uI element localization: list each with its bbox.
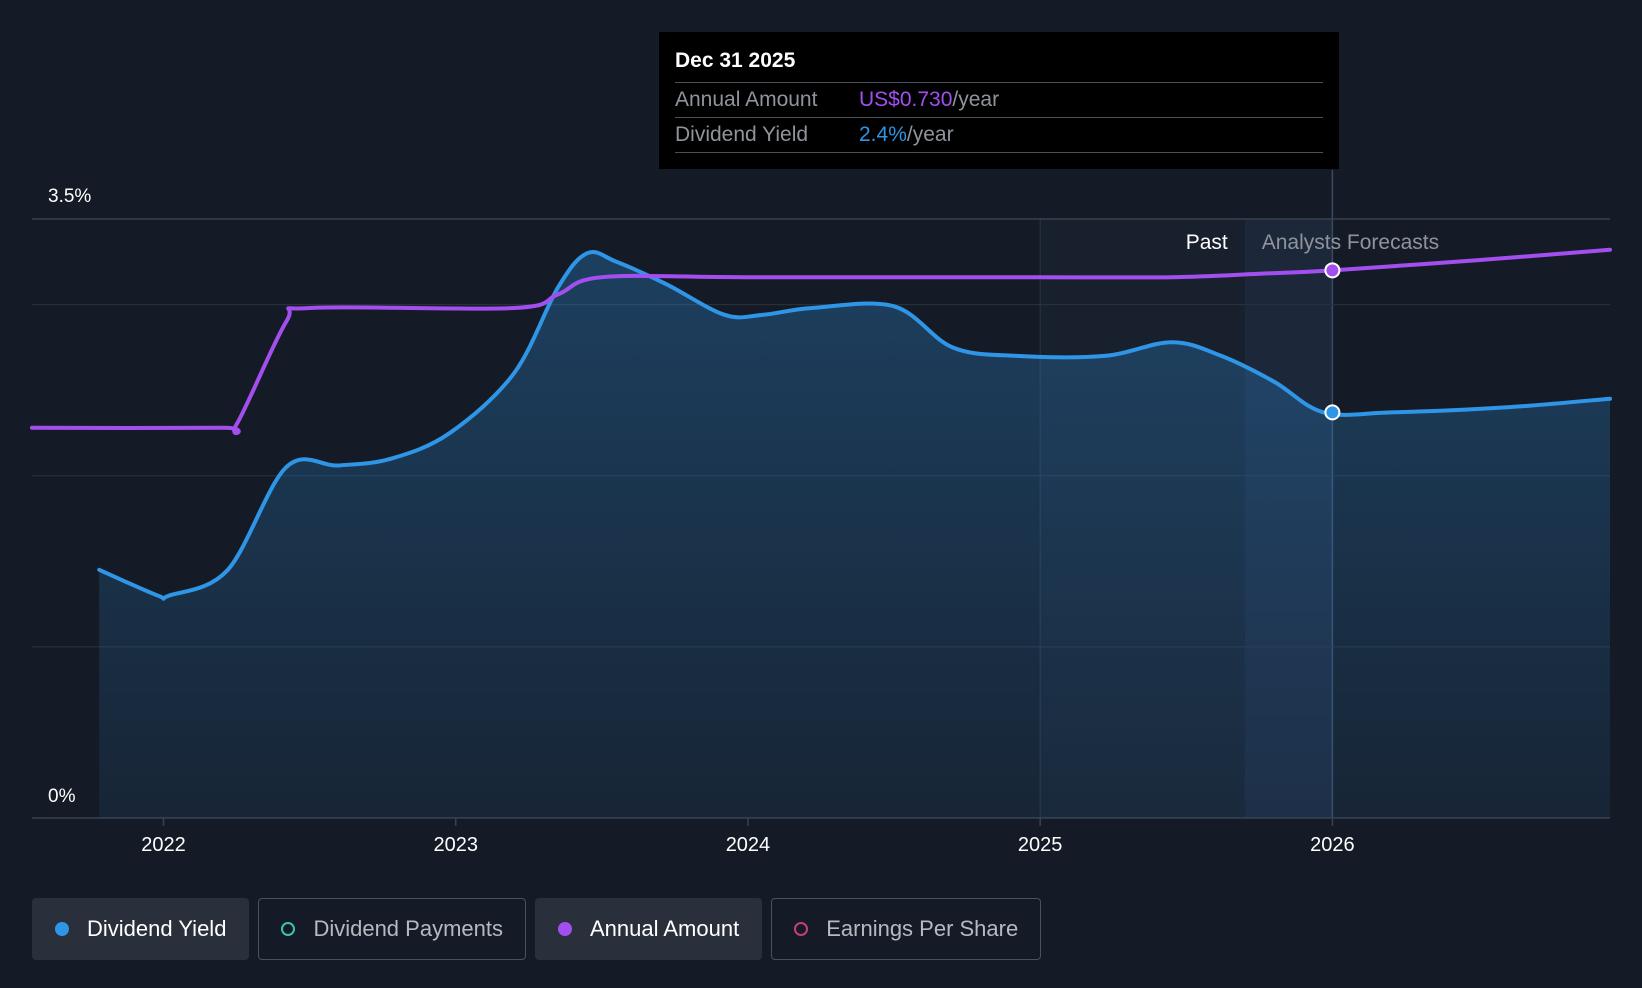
legend-dividend-payments-label: Dividend Payments — [313, 916, 503, 941]
tooltip-yield-unit: /year — [906, 123, 954, 146]
past-label: Past — [1186, 231, 1228, 254]
y-label-min: 0% — [48, 786, 76, 807]
x-tick-label-2026: 2026 — [1310, 834, 1355, 856]
legend-annual-amount[interactable]: Annual Amount — [534, 898, 763, 960]
legend-earnings-per-share-label: Earnings Per Share — [826, 916, 1019, 941]
dividend-yield-marker — [1324, 404, 1341, 421]
legend-dividend-yield-label: Dividend Yield — [87, 916, 227, 941]
annual-amount-line — [30, 247, 1612, 436]
annual-amount-dot-icon — [557, 922, 572, 936]
tooltip-row-yield: Dividend Yield 2.4% /year — [675, 117, 1323, 153]
dividend-yield-line — [97, 250, 1612, 601]
dividend-yield-dot-icon — [55, 922, 69, 936]
dividend-yield-area — [99, 251, 1611, 818]
earnings-per-share-dot-icon — [794, 922, 809, 936]
forecast-label: Analysts Forecasts — [1262, 231, 1439, 254]
tooltip-date: Dec 31 2025 — [675, 49, 796, 72]
tooltip-yield-label: Dividend Yield — [675, 123, 809, 146]
x-tick-label-2022: 2022 — [141, 834, 186, 856]
tooltip-annual-unit: /year — [952, 88, 1000, 111]
dividend-payments-dot-icon — [281, 922, 296, 936]
legend-earnings-per-share[interactable]: Earnings Per Share — [771, 898, 1042, 960]
x-tick-label-2025: 2025 — [1018, 834, 1063, 856]
chart-tooltip: Dec 31 2025 Annual Amount US$0.730 /year… — [659, 32, 1339, 169]
legend-dividend-payments[interactable]: Dividend Payments — [258, 898, 526, 960]
x-tick-label-2023: 2023 — [433, 834, 478, 856]
chart-legend: Dividend Yield Dividend Payments Annual … — [32, 898, 1042, 960]
tooltip-annual-value: US$0.730 — [859, 88, 953, 111]
x-tick-label-2024: 2024 — [726, 834, 771, 856]
legend-annual-amount-label: Annual Amount — [589, 916, 740, 941]
tooltip-row-annual: Annual Amount US$0.730 /year — [675, 82, 1323, 117]
tooltip-annual-label: Annual Amount — [675, 88, 818, 111]
tooltip-yield-value: 2.4% — [859, 123, 907, 146]
y-label-max: 3.5% — [48, 186, 91, 207]
legend-dividend-yield[interactable]: Dividend Yield — [32, 898, 250, 960]
annual-amount-marker — [1324, 262, 1341, 279]
